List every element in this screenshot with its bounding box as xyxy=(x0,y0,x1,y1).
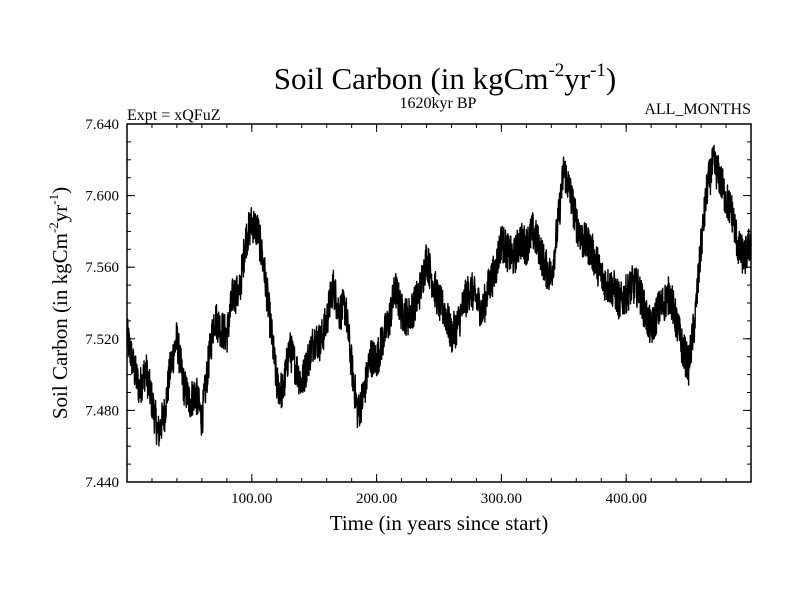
series-line-soil-carbon xyxy=(126,144,752,447)
y-tick-label: 7.600 xyxy=(85,189,119,205)
y-tick-label: 7.520 xyxy=(85,332,119,348)
y-tick-label: 7.560 xyxy=(85,260,119,276)
series-group xyxy=(126,144,752,447)
y-tick-label: 7.480 xyxy=(85,403,119,419)
chart-title-mid: yr xyxy=(564,61,591,96)
y-tick-labels: 7.440 7.480 7.520 7.560 7.600 7.640 xyxy=(85,117,119,491)
y-tick-label: 7.640 xyxy=(85,117,119,133)
y-axis-label-mid: yr xyxy=(48,205,72,223)
x-axis-label: Time (in years since start) xyxy=(330,511,549,535)
chart-title-sup2: -1 xyxy=(590,60,606,81)
subtitle-right: ALL_MONTHS xyxy=(644,101,751,118)
y-axis-label: Soil Carbon (in kgCm-2yr-1) xyxy=(46,187,72,419)
y-tick-label: 7.440 xyxy=(85,475,119,491)
y-axis-label-end: ) xyxy=(48,187,72,194)
chart-title: Soil Carbon (in kgCm-2yr-1) xyxy=(274,60,617,96)
x-tick-label: 200.00 xyxy=(356,491,397,507)
x-tick-labels: 100.00 200.00 300.00 400.00 xyxy=(231,491,647,507)
axis-ticks xyxy=(127,123,751,483)
chart-title-sup1: -2 xyxy=(548,60,564,81)
subtitle-center: 1620kyr BP xyxy=(400,95,477,112)
chart-title-main: Soil Carbon (in kgCm xyxy=(274,61,549,96)
y-axis-label-sup2: -1 xyxy=(46,194,61,205)
x-tick-label: 100.00 xyxy=(231,491,272,507)
x-tick-label: 400.00 xyxy=(606,491,647,507)
x-tick-label: 300.00 xyxy=(481,491,522,507)
subtitle-left: Expt = xQFuZ xyxy=(127,107,220,124)
y-axis-label-main: Soil Carbon (in kgCm xyxy=(48,233,72,419)
chart-title-end: ) xyxy=(606,61,616,96)
y-axis-label-sup1: -2 xyxy=(46,222,61,233)
